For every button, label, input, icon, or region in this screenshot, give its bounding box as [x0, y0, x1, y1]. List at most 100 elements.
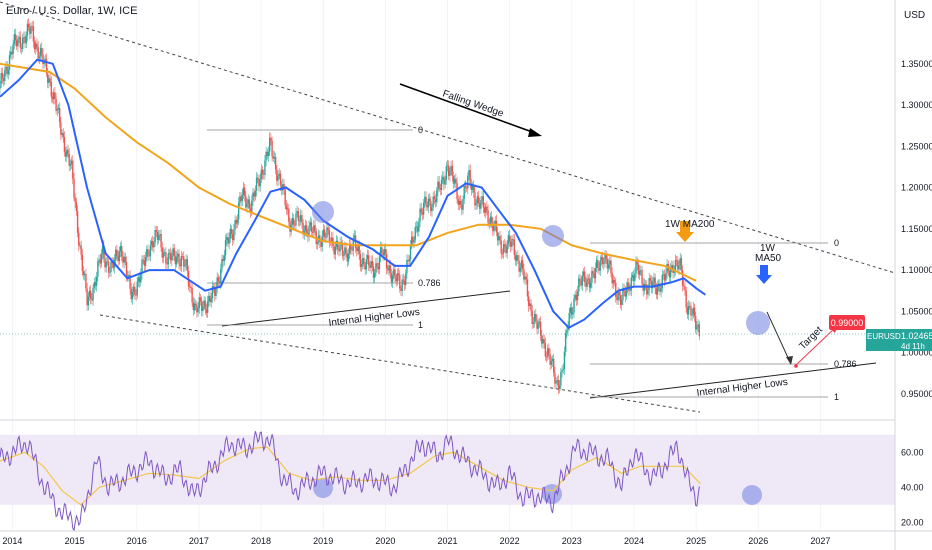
candle-body	[168, 252, 171, 254]
candle-body	[271, 140, 273, 157]
candle-body	[357, 246, 359, 252]
candle-body	[155, 230, 158, 232]
candle-body	[106, 261, 109, 263]
rsi-axis: 60.00 40.00 20.00	[901, 447, 924, 527]
candle-body	[141, 259, 143, 274]
candle-body	[6, 66, 8, 75]
candle-body	[611, 272, 613, 284]
candle-body	[433, 196, 436, 200]
candle-body	[242, 187, 245, 195]
candle-body	[590, 282, 592, 288]
candle-body	[511, 239, 513, 247]
candle-body	[153, 242, 155, 248]
candle-body	[395, 277, 397, 282]
candle-body	[235, 220, 237, 224]
candle-body	[81, 254, 84, 272]
candle-body	[110, 261, 112, 273]
candle-body	[518, 260, 520, 272]
ma50-arrow-head	[756, 275, 772, 284]
candle-body	[261, 169, 264, 175]
candle-body	[31, 26, 33, 27]
candle-body	[88, 290, 91, 297]
x-tick-label: 2024	[624, 536, 644, 546]
candle-body	[323, 229, 326, 237]
candle-body	[240, 196, 242, 202]
candle-body	[561, 369, 563, 372]
candle-body	[570, 307, 573, 315]
ma50-line	[0, 58, 706, 330]
candle-body	[4, 70, 6, 82]
candle-body	[237, 202, 240, 220]
candle-body	[468, 170, 470, 176]
candle-body	[95, 277, 98, 286]
candle-body	[257, 177, 259, 180]
candle-body	[199, 297, 202, 302]
candle-body	[632, 275, 635, 281]
candle-body	[92, 287, 94, 301]
candle-body	[149, 245, 152, 257]
candle-body	[358, 246, 360, 254]
candle-body	[272, 156, 274, 159]
candle-body	[656, 286, 659, 295]
candle-body	[426, 205, 428, 208]
candle-body	[537, 323, 539, 329]
candle-body	[520, 260, 523, 268]
candle-body	[142, 259, 144, 261]
price-axis: 1.35000 1.30000 1.25000 1.20000 1.15000 1.100…	[901, 59, 932, 399]
candle-body	[0, 73, 2, 84]
candle-body	[548, 348, 550, 355]
current-price-text: 1.02465	[901, 331, 932, 341]
candle-body	[382, 252, 384, 256]
candle-body	[327, 227, 329, 231]
candle-body	[158, 235, 160, 240]
candle-body	[394, 269, 396, 278]
candle-body	[130, 288, 132, 300]
candle-body	[319, 235, 321, 243]
candle-body	[452, 176, 455, 184]
candle-body	[39, 47, 42, 57]
candle-body	[519, 267, 521, 272]
candle-body	[74, 197, 76, 203]
candle-body	[506, 244, 508, 254]
candle-body	[298, 220, 301, 222]
candle-body	[178, 253, 180, 265]
rsi-highlight-circle	[542, 484, 562, 504]
candle-body	[84, 273, 86, 275]
candle-body	[671, 264, 673, 269]
candle-body	[512, 239, 514, 240]
candle-body	[196, 305, 198, 313]
candle-body	[566, 330, 568, 333]
candle-body	[152, 240, 154, 248]
candle-body	[87, 296, 90, 306]
candle-body	[428, 198, 431, 202]
candle-body	[146, 249, 148, 258]
candle-body	[469, 170, 471, 184]
candle-body	[78, 232, 80, 246]
candle-body	[206, 301, 209, 313]
candle-body	[408, 259, 411, 262]
candle-body	[610, 260, 612, 273]
candle-body	[377, 266, 379, 270]
candle-body	[615, 282, 617, 297]
candle-body	[180, 256, 183, 267]
candle-body	[507, 235, 510, 245]
candle-body	[557, 380, 560, 389]
candle-body	[621, 300, 623, 305]
candle-body	[409, 244, 412, 260]
candle-body	[527, 296, 530, 307]
candle-body	[617, 291, 619, 301]
candle-body	[210, 298, 212, 303]
x-tick-label: 2017	[189, 536, 209, 546]
candle-body	[346, 253, 348, 262]
candle-body	[107, 261, 110, 273]
candle-body	[674, 260, 677, 271]
candle-body	[123, 256, 125, 263]
candle-body	[481, 196, 483, 201]
candle-body	[115, 249, 117, 260]
candle-body	[101, 245, 104, 254]
candle-body	[41, 47, 43, 55]
candle-body	[351, 249, 353, 251]
symbol-label: EURUSD	[867, 332, 901, 341]
candle-body	[685, 290, 687, 308]
